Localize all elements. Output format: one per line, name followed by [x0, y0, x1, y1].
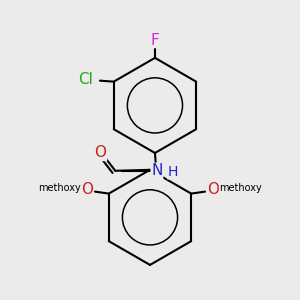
Text: H: H	[168, 165, 178, 179]
Text: F: F	[151, 32, 159, 47]
Text: methoxy: methoxy	[219, 183, 262, 193]
Text: O: O	[81, 182, 93, 197]
Text: N: N	[151, 163, 163, 178]
Text: O: O	[207, 182, 219, 197]
Text: Cl: Cl	[79, 72, 94, 87]
Text: methoxy: methoxy	[38, 183, 81, 193]
Text: O: O	[94, 146, 106, 160]
